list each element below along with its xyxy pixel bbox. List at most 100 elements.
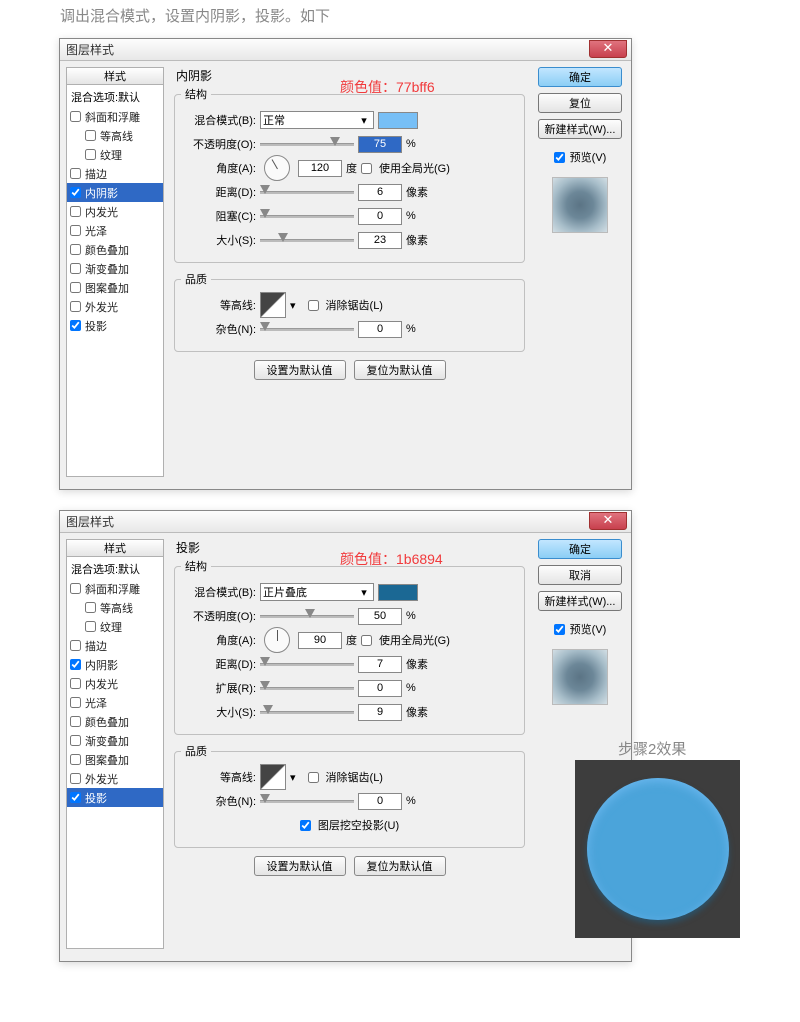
noise-field[interactable]: 0 — [358, 321, 402, 338]
style-checkbox[interactable] — [70, 792, 81, 803]
preview-checkbox[interactable] — [554, 152, 565, 163]
style-item-内阴影[interactable]: 内阴影 — [67, 183, 163, 202]
blend-options[interactable]: 混合选项:默认 — [66, 557, 164, 579]
color-swatch[interactable] — [378, 112, 418, 129]
set-default-button[interactable]: 设置为默认值 — [254, 856, 346, 876]
choke-slider[interactable] — [260, 209, 354, 223]
angle-field[interactable]: 90 — [298, 632, 342, 649]
new-style-button[interactable]: 新建样式(W)... — [538, 119, 622, 139]
style-checkbox[interactable] — [85, 621, 96, 632]
reset-button[interactable]: 复位 — [538, 93, 622, 113]
style-item-光泽[interactable]: 光泽 — [67, 221, 163, 240]
ok-button[interactable]: 确定 — [538, 67, 622, 87]
style-item-斜面和浮雕[interactable]: 斜面和浮雕 — [67, 107, 163, 126]
style-item-颜色叠加[interactable]: 颜色叠加 — [67, 712, 163, 731]
size-field[interactable]: 23 — [358, 232, 402, 249]
style-checkbox[interactable] — [70, 206, 81, 217]
style-item-描边[interactable]: 描边 — [67, 636, 163, 655]
style-item-外发光[interactable]: 外发光 — [67, 297, 163, 316]
style-item-光泽[interactable]: 光泽 — [67, 693, 163, 712]
blend-options[interactable]: 混合选项:默认 — [66, 85, 164, 107]
distance-slider[interactable] — [260, 657, 354, 671]
spread-field[interactable]: 0 — [358, 680, 402, 697]
reset-default-button[interactable]: 复位为默认值 — [354, 856, 446, 876]
opacity-field[interactable]: 50 — [358, 608, 402, 625]
chevron-down-icon[interactable]: ▾ — [290, 771, 296, 784]
style-checkbox[interactable] — [70, 225, 81, 236]
style-item-内阴影[interactable]: 内阴影 — [67, 655, 163, 674]
style-checkbox[interactable] — [70, 754, 81, 765]
style-checkbox[interactable] — [70, 244, 81, 255]
style-checkbox[interactable] — [70, 320, 81, 331]
knockout-checkbox[interactable] — [300, 820, 311, 831]
style-item-外发光[interactable]: 外发光 — [67, 769, 163, 788]
style-item-渐变叠加[interactable]: 渐变叠加 — [67, 259, 163, 278]
antialias-checkbox[interactable] — [308, 300, 319, 311]
style-checkbox[interactable] — [70, 659, 81, 670]
styles-header[interactable]: 样式 — [66, 67, 164, 85]
reset-default-button[interactable]: 复位为默认值 — [354, 360, 446, 380]
contour-picker[interactable] — [260, 292, 286, 318]
style-checkbox[interactable] — [85, 130, 96, 141]
style-checkbox[interactable] — [70, 111, 81, 122]
global-light-checkbox[interactable] — [361, 163, 372, 174]
new-style-button[interactable]: 新建样式(W)... — [538, 591, 622, 611]
style-item-图案叠加[interactable]: 图案叠加 — [67, 750, 163, 769]
style-item-斜面和浮雕[interactable]: 斜面和浮雕 — [67, 579, 163, 598]
angle-field[interactable]: 120 — [298, 160, 342, 177]
noise-slider[interactable] — [260, 794, 354, 808]
style-item-颜色叠加[interactable]: 颜色叠加 — [67, 240, 163, 259]
angle-dial[interactable] — [264, 627, 290, 653]
blend-mode-select[interactable]: 正片叠底▾ — [260, 583, 374, 601]
style-item-投影[interactable]: 投影 — [67, 316, 163, 335]
style-item-等高线[interactable]: 等高线 — [67, 126, 163, 145]
close-button[interactable]: ✕ — [589, 40, 627, 58]
distance-field[interactable]: 7 — [358, 656, 402, 673]
style-checkbox[interactable] — [70, 583, 81, 594]
size-field[interactable]: 9 — [358, 704, 402, 721]
style-checkbox[interactable] — [70, 282, 81, 293]
choke-field[interactable]: 0 — [358, 208, 402, 225]
opacity-slider[interactable] — [260, 609, 354, 623]
opacity-slider[interactable] — [260, 137, 354, 151]
style-item-内发光[interactable]: 内发光 — [67, 674, 163, 693]
style-item-等高线[interactable]: 等高线 — [67, 598, 163, 617]
size-slider[interactable] — [260, 705, 354, 719]
noise-field[interactable]: 0 — [358, 793, 402, 810]
style-checkbox[interactable] — [70, 773, 81, 784]
style-checkbox[interactable] — [70, 168, 81, 179]
styles-header[interactable]: 样式 — [66, 539, 164, 557]
set-default-button[interactable]: 设置为默认值 — [254, 360, 346, 380]
style-checkbox[interactable] — [85, 149, 96, 160]
contour-picker[interactable] — [260, 764, 286, 790]
style-item-描边[interactable]: 描边 — [67, 164, 163, 183]
preview-checkbox[interactable] — [554, 624, 565, 635]
global-light-checkbox[interactable] — [361, 635, 372, 646]
style-checkbox[interactable] — [70, 678, 81, 689]
style-checkbox[interactable] — [70, 301, 81, 312]
style-item-渐变叠加[interactable]: 渐变叠加 — [67, 731, 163, 750]
antialias-checkbox[interactable] — [308, 772, 319, 783]
close-button[interactable]: ✕ — [589, 512, 627, 530]
angle-dial[interactable] — [264, 155, 290, 181]
style-checkbox[interactable] — [85, 602, 96, 613]
style-item-纹理[interactable]: 纹理 — [67, 145, 163, 164]
noise-slider[interactable] — [260, 322, 354, 336]
blend-mode-select[interactable]: 正常▾ — [260, 111, 374, 129]
style-checkbox[interactable] — [70, 716, 81, 727]
spread-slider[interactable] — [260, 681, 354, 695]
cancel-button[interactable]: 取消 — [538, 565, 622, 585]
opacity-field[interactable]: 75 — [358, 136, 402, 153]
style-checkbox[interactable] — [70, 640, 81, 651]
ok-button[interactable]: 确定 — [538, 539, 622, 559]
style-checkbox[interactable] — [70, 263, 81, 274]
style-item-图案叠加[interactable]: 图案叠加 — [67, 278, 163, 297]
distance-field[interactable]: 6 — [358, 184, 402, 201]
distance-slider[interactable] — [260, 185, 354, 199]
style-item-纹理[interactable]: 纹理 — [67, 617, 163, 636]
style-item-投影[interactable]: 投影 — [67, 788, 163, 807]
style-checkbox[interactable] — [70, 735, 81, 746]
color-swatch[interactable] — [378, 584, 418, 601]
style-item-内发光[interactable]: 内发光 — [67, 202, 163, 221]
style-checkbox[interactable] — [70, 697, 81, 708]
